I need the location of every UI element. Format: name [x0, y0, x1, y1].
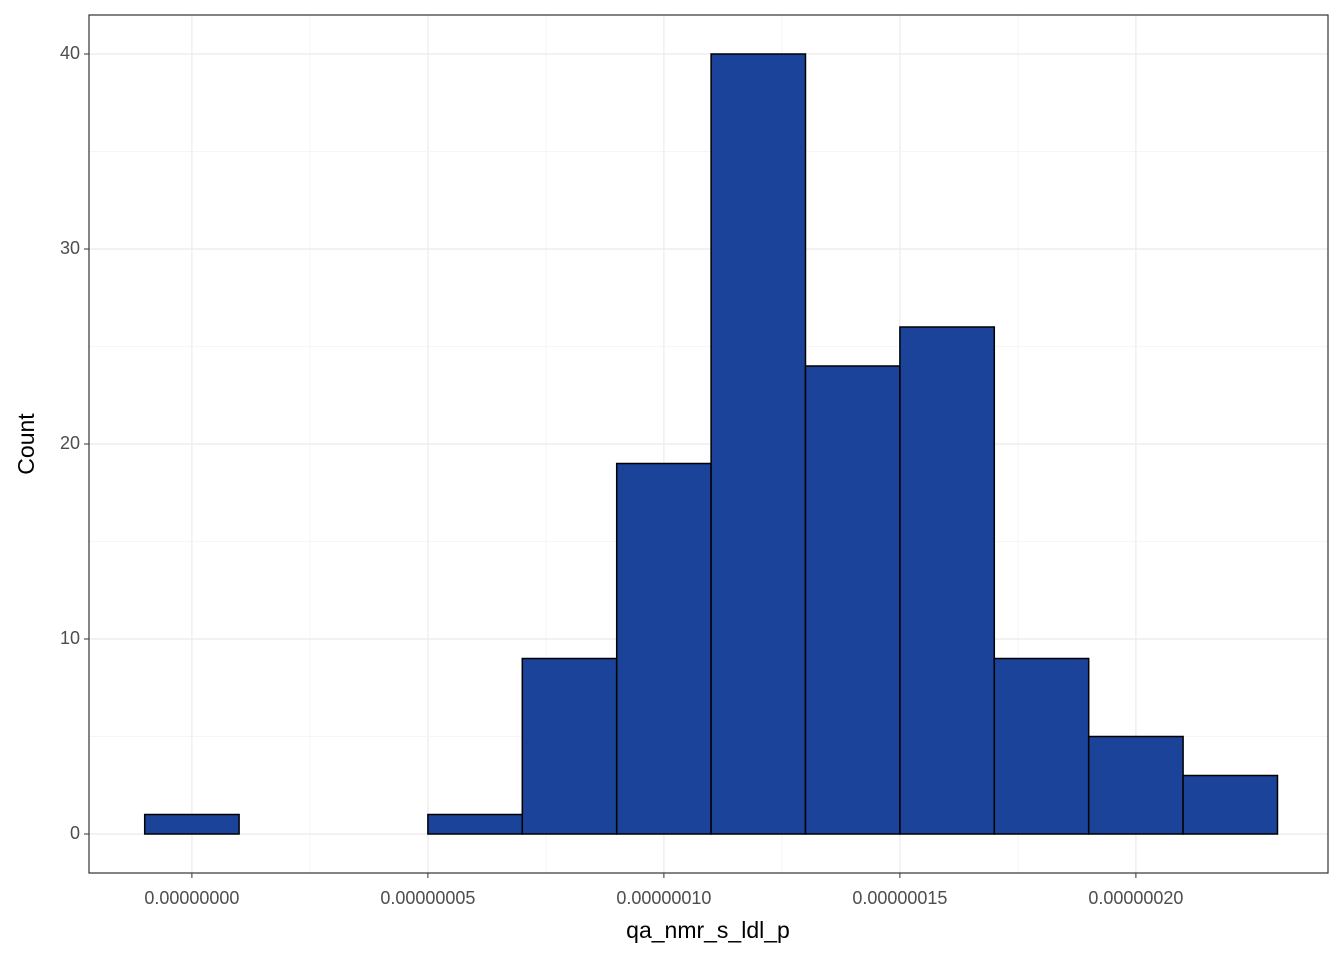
- y-tick-label: 20: [60, 433, 80, 453]
- bar: [993, 657, 1090, 835]
- y-tick-label: 10: [60, 628, 80, 648]
- bars: [143, 53, 1279, 835]
- bar: [899, 326, 996, 835]
- y-axis-label: Count: [13, 413, 39, 475]
- x-tick-label: 0.00000015: [852, 888, 947, 908]
- bar: [615, 462, 712, 835]
- bar: [427, 813, 524, 835]
- x-tick-label: 0.00000010: [616, 888, 711, 908]
- bar: [1182, 774, 1279, 835]
- x-tick-label: 0.00000000: [144, 888, 239, 908]
- bar: [143, 813, 240, 835]
- bar: [804, 365, 901, 835]
- y-tick-label: 30: [60, 238, 80, 258]
- x-axis-label: qa_nmr_s_ldl_p: [626, 917, 790, 943]
- bar: [521, 657, 618, 835]
- x-tick-label: 0.00000020: [1088, 888, 1183, 908]
- y-tick-label: 0: [70, 823, 80, 843]
- y-tick-label: 40: [60, 43, 80, 63]
- x-tick-label: 0.00000005: [380, 888, 475, 908]
- bar: [1087, 735, 1184, 835]
- bar: [710, 53, 807, 835]
